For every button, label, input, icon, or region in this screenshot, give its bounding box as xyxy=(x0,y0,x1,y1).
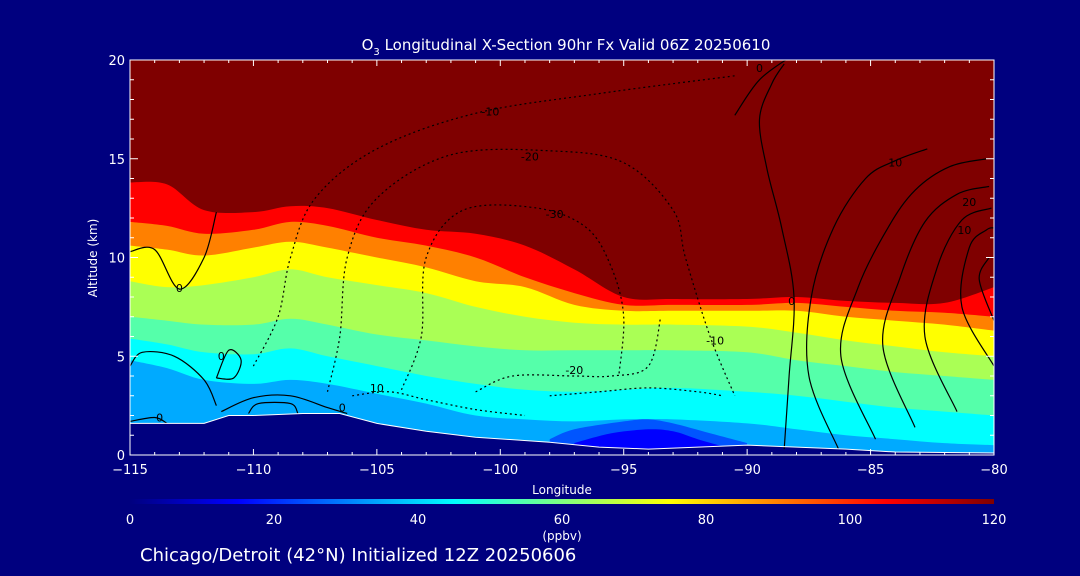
concentration-field xyxy=(130,60,994,455)
contour-labels: 0 0 0 0 10 -10 -20 -30 -20 -10 0 0 10 20 10 xyxy=(156,62,976,424)
colorbar-ramp xyxy=(130,499,994,504)
contour-line xyxy=(475,316,662,393)
x-tick-label: −105 xyxy=(359,463,395,478)
plot-area: 0 0 0 0 10 -10 -20 -30 -20 -10 0 0 10 20 10 xyxy=(130,60,994,455)
y-tick-label: 5 xyxy=(117,350,125,365)
colorbar-tick-label: 100 xyxy=(838,513,863,528)
contour-line xyxy=(221,394,348,415)
contour-label: 10 xyxy=(888,157,902,170)
colorbar-tick-label: 40 xyxy=(410,513,427,528)
contour-label: -20 xyxy=(521,151,539,164)
contour-line xyxy=(326,148,736,397)
contour-label: 10 xyxy=(370,382,384,395)
x-tick-label: −115 xyxy=(112,463,148,478)
contour-label: 20 xyxy=(962,196,976,209)
contour-line xyxy=(960,227,994,367)
contour-line xyxy=(352,391,526,417)
contour-label: -30 xyxy=(546,208,564,221)
x-axis-title: Longitude xyxy=(532,483,592,497)
contour-label: 0 xyxy=(218,350,225,363)
y-tick-label: 20 xyxy=(108,54,125,69)
chart-title: O3 Longitudinal X-Section 90hr Fx Valid … xyxy=(362,36,771,58)
contour-line xyxy=(400,204,625,391)
contour-line xyxy=(252,75,735,367)
y-axis: 0 5 10 15 20 xyxy=(108,54,994,464)
y-tick-label: 0 xyxy=(117,449,125,464)
x-tick-label: −110 xyxy=(236,463,272,478)
colorbar-tick-label: 0 xyxy=(126,513,134,528)
colorbar-tick-label: 60 xyxy=(554,513,571,528)
contour-line xyxy=(734,60,787,116)
x-axis: −115 −110 −105 −100 −95 −90 −85 −80 xyxy=(112,60,1008,478)
contour-label: -10 xyxy=(706,334,724,347)
y-tick-label: 15 xyxy=(108,153,125,168)
contour-lines xyxy=(130,60,994,450)
colorbar-ticks: 0 20 40 60 80 100 120 xyxy=(126,513,1007,528)
contour-label: 0 xyxy=(156,411,163,424)
x-tick-label: −95 xyxy=(610,463,637,478)
colorbar-tick-label: 120 xyxy=(982,513,1007,528)
terrain-mask xyxy=(130,413,994,455)
contour-line xyxy=(758,63,795,450)
contour-line xyxy=(248,401,299,414)
contour-label: 0 xyxy=(756,62,763,75)
contour-line xyxy=(805,148,928,450)
contour-label: 10 xyxy=(957,224,971,237)
contour-line xyxy=(130,211,217,290)
y-tick-label: 10 xyxy=(108,252,125,267)
x-tick-label: −80 xyxy=(980,463,1007,478)
contour-line xyxy=(978,257,994,321)
contour-line xyxy=(923,207,992,412)
contour-label: 0 xyxy=(176,282,183,295)
contour-line xyxy=(882,185,990,428)
contour-line xyxy=(130,416,168,424)
contour-label: -20 xyxy=(565,364,583,377)
contour-line xyxy=(839,158,987,440)
colorbar-tick-label: 80 xyxy=(698,513,715,528)
contour-line xyxy=(215,349,242,380)
terrain-line xyxy=(130,413,994,454)
y-axis-title: Altitude (km) xyxy=(86,219,100,298)
x-tick-label: −90 xyxy=(733,463,760,478)
initialized-label: Chicago/Detroit (42°N) Initialized 12Z 2… xyxy=(140,545,576,566)
contour-label: 0 xyxy=(339,402,346,415)
x-tick-label: −85 xyxy=(857,463,884,478)
colorbar-label: (ppbv) xyxy=(542,529,581,543)
contour-label: 0 xyxy=(788,295,795,308)
colorbar: 0 20 40 60 80 100 120 (ppbv) xyxy=(126,499,1007,543)
contour-line xyxy=(130,350,217,406)
x-tick-label: −100 xyxy=(482,463,518,478)
contour-label: -10 xyxy=(481,105,499,118)
colorbar-tick-label: 20 xyxy=(266,513,283,528)
